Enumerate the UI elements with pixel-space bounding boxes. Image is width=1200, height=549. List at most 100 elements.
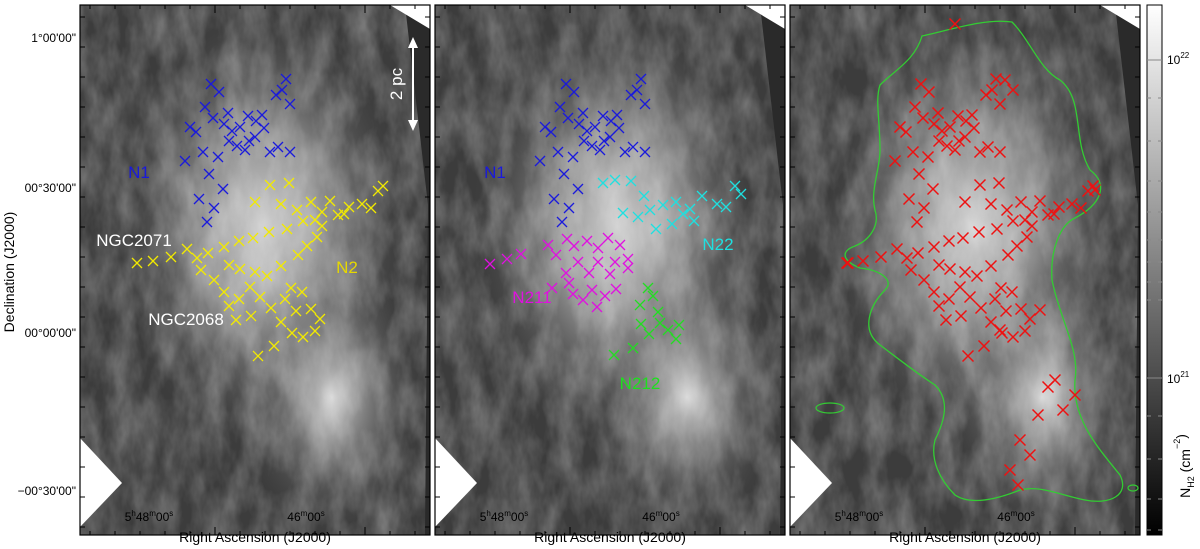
source-marker	[670, 196, 682, 208]
source-marker	[191, 252, 203, 264]
source-marker	[841, 256, 855, 270]
source-marker	[631, 84, 643, 96]
source-marker	[1033, 194, 1047, 208]
source-marker	[910, 215, 924, 229]
source-marker	[377, 180, 389, 192]
source-marker	[592, 242, 604, 254]
source-marker	[195, 264, 207, 276]
source-marker	[1006, 214, 1020, 228]
source-marker	[613, 122, 625, 134]
source-marker	[324, 195, 336, 207]
source-marker	[1013, 433, 1027, 447]
source-marker	[290, 305, 302, 317]
source-marker	[297, 215, 309, 227]
source-marker	[1005, 285, 1019, 299]
source-marker	[1014, 302, 1028, 316]
colorbar-label: NH2 (cm−2)	[1172, 434, 1196, 498]
source-marker	[201, 216, 213, 228]
source-marker	[688, 215, 700, 227]
source-marker	[567, 151, 579, 163]
source-marker	[948, 17, 962, 31]
source-marker	[647, 290, 659, 302]
source-marker	[568, 240, 580, 252]
source-marker	[179, 155, 191, 167]
source-marker	[984, 259, 998, 273]
source-marker	[602, 232, 614, 244]
source-marker	[890, 242, 904, 256]
source-marker	[611, 109, 623, 121]
source-marker	[249, 131, 261, 143]
source-marker	[218, 241, 230, 253]
x-tick-label: 5h48m00s	[480, 509, 529, 524]
source-marker	[654, 317, 666, 329]
source-marker	[735, 188, 747, 200]
source-marker	[534, 155, 546, 167]
source-marker	[643, 328, 655, 340]
source-marker	[311, 231, 323, 243]
source-marker	[926, 182, 940, 196]
source-marker	[165, 251, 177, 263]
source-marker	[958, 265, 972, 279]
region-label: N2	[336, 258, 358, 277]
region-label: N22	[702, 235, 733, 254]
source-marker	[292, 249, 304, 261]
source-marker	[243, 135, 255, 147]
source-marker	[231, 140, 243, 152]
source-marker	[973, 178, 987, 192]
source-marker	[951, 109, 965, 123]
source-marker	[670, 333, 682, 345]
source-marker	[684, 203, 696, 215]
source-marker	[673, 319, 685, 331]
source-marker	[275, 316, 287, 328]
source-marker	[263, 226, 275, 238]
source-marker	[993, 145, 1007, 159]
source-marker	[314, 313, 326, 325]
source-marker	[657, 199, 669, 211]
source-marker	[597, 110, 609, 122]
source-marker	[548, 193, 560, 205]
source-marker	[952, 134, 966, 148]
source-marker	[935, 124, 949, 138]
source-marker	[297, 331, 309, 343]
source-marker	[1031, 408, 1045, 422]
source-marker	[1000, 203, 1014, 217]
source-marker	[906, 145, 920, 159]
y-tick-label: 00°30'00"	[25, 181, 76, 195]
source-marker	[711, 198, 723, 210]
source-marker	[610, 283, 622, 295]
scale-bar-label: 2 pc	[387, 67, 406, 100]
source-marker	[223, 135, 235, 147]
source-marker	[264, 146, 276, 158]
source-marker	[609, 256, 621, 268]
source-marker	[954, 309, 968, 323]
x-tick-label: 5h48m00s	[125, 509, 174, 524]
source-marker	[943, 120, 957, 134]
markers-panel-1	[131, 73, 389, 362]
source-marker	[1006, 83, 1020, 97]
source-marker	[218, 286, 230, 298]
source-marker	[560, 267, 572, 279]
source-marker	[635, 318, 647, 330]
source-marker	[609, 174, 621, 186]
source-marker	[283, 177, 295, 189]
x-tick-label: 5h48m00s	[835, 509, 884, 524]
source-marker	[974, 301, 988, 315]
x-axis-label: Right Ascension (J2000)	[179, 529, 331, 545]
source-marker	[212, 151, 224, 163]
source-marker	[305, 196, 317, 208]
source-marker	[912, 167, 926, 181]
source-marker	[1018, 324, 1032, 338]
source-marker	[249, 196, 261, 208]
source-marker	[981, 140, 995, 154]
source-marker	[931, 106, 945, 120]
source-marker	[552, 146, 564, 158]
source-marker	[272, 141, 284, 153]
source-marker	[226, 125, 238, 137]
source-marker	[1088, 183, 1102, 197]
x-axis-label: Right Ascension (J2000)	[534, 529, 686, 545]
source-marker	[285, 282, 297, 294]
source-marker	[619, 146, 631, 158]
source-marker	[550, 249, 562, 261]
source-marker	[264, 179, 276, 191]
source-marker	[917, 201, 931, 215]
